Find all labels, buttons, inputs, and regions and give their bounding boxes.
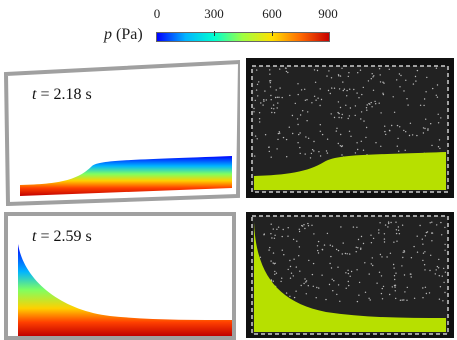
fluid-photo-2	[254, 222, 446, 332]
pressure-colorbar	[156, 32, 330, 42]
simulation-plot-1	[3, 59, 240, 206]
colorbar-variable: p	[104, 26, 112, 43]
colorbar-tickmark-2	[272, 31, 273, 36]
colorbar-tickmark-1	[214, 31, 215, 36]
fluid-2	[18, 244, 232, 336]
simulation-panel-1: t = 2.18 s	[0, 56, 240, 206]
colorbar-tick-1: 300	[204, 6, 224, 21]
colorbar-tick-0: 0	[153, 6, 161, 21]
colorbar-tick-3: 900	[318, 6, 338, 21]
time-label-1: t = 2.18 s	[32, 86, 92, 103]
colorbar-label: p (Pa)	[104, 26, 143, 44]
simulation-plot-2	[4, 212, 236, 340]
colorbar-tick-2: 600	[262, 6, 282, 21]
experiment-photo-1	[246, 58, 454, 198]
fluid-1	[20, 156, 232, 196]
time-label-2: t = 2.59 s	[32, 228, 92, 245]
fluid-photo-1	[254, 152, 446, 190]
experiment-photo-2	[246, 212, 454, 338]
colorbar-unit: (Pa)	[116, 26, 143, 43]
simulation-panel-2: t = 2.59 s	[0, 210, 240, 340]
